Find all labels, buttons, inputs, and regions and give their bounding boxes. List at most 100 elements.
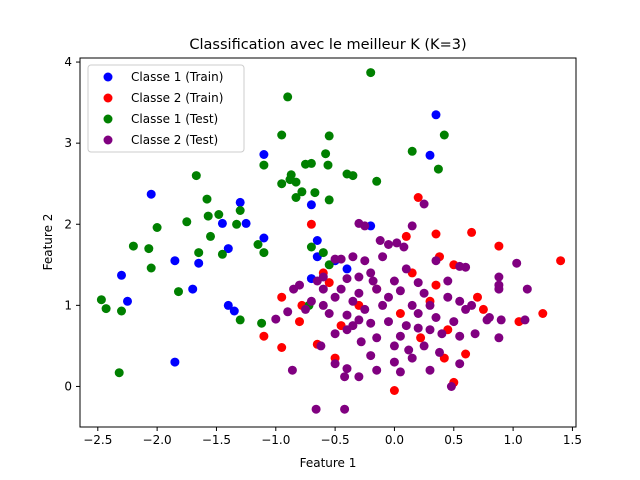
data-point	[301, 159, 310, 169]
x-tick-label: −2.0	[143, 433, 172, 447]
x-axis-label: Feature 1	[300, 456, 357, 470]
data-point	[188, 284, 198, 294]
data-point	[389, 341, 399, 351]
legend-marker	[103, 114, 113, 124]
x-tick-label: −1.5	[202, 433, 231, 447]
data-point	[375, 236, 385, 245]
series-4	[271, 199, 532, 414]
data-point	[297, 187, 307, 197]
data-point	[425, 325, 435, 335]
data-point	[538, 309, 548, 318]
data-point	[318, 248, 328, 258]
data-point	[101, 304, 111, 314]
data-point	[259, 150, 269, 159]
data-point	[310, 188, 320, 198]
data-point	[318, 300, 328, 310]
data-point	[354, 315, 364, 325]
data-point	[214, 210, 224, 219]
data-point	[461, 349, 471, 359]
data-point	[202, 194, 212, 204]
data-point	[431, 229, 441, 239]
x-tick-label: 0.0	[385, 433, 404, 447]
data-point	[407, 353, 417, 363]
data-point	[389, 357, 399, 367]
data-point	[401, 321, 411, 331]
data-point	[174, 287, 183, 297]
data-point	[443, 276, 453, 286]
data-point	[114, 368, 124, 378]
data-point	[446, 382, 456, 391]
data-point	[494, 241, 504, 251]
data-point	[117, 270, 126, 280]
x-axis: −2.5 −2.0 −1.5 −1.0 −0.5 0.0 0.5 1.0 1.5	[83, 427, 582, 447]
x-tick-label: 1.5	[563, 433, 582, 447]
data-point	[395, 309, 405, 318]
data-point	[283, 307, 293, 317]
data-point	[419, 199, 429, 209]
data-point	[330, 329, 340, 339]
data-point	[340, 404, 350, 414]
data-point	[360, 221, 370, 231]
data-point	[461, 304, 471, 314]
legend-marker	[103, 93, 113, 103]
data-point	[431, 280, 441, 290]
data-point	[496, 315, 506, 325]
data-point	[482, 315, 492, 325]
data-point	[368, 276, 378, 286]
data-point	[401, 231, 411, 241]
data-point	[277, 292, 287, 302]
data-point	[277, 179, 287, 189]
legend-marker	[103, 72, 113, 82]
data-point	[340, 372, 350, 382]
data-point	[389, 276, 399, 286]
data-point	[271, 314, 281, 324]
data-point	[478, 304, 488, 314]
data-point	[311, 404, 321, 414]
data-point	[494, 333, 504, 343]
data-point	[306, 242, 316, 252]
data-point	[241, 218, 251, 228]
data-point	[384, 240, 393, 249]
y-tick-label: 4	[64, 55, 72, 69]
series-1	[117, 110, 441, 367]
y-tick-label: 3	[64, 136, 72, 150]
data-point	[321, 149, 331, 159]
data-point	[324, 260, 334, 270]
data-point	[123, 296, 132, 306]
legend-label: Classe 2 (Train)	[131, 91, 223, 105]
y-tick-label: 2	[64, 217, 72, 231]
data-point	[366, 351, 376, 361]
data-point	[378, 252, 388, 262]
data-point	[348, 171, 358, 181]
data-point	[277, 343, 287, 352]
data-point	[342, 274, 352, 284]
data-point	[384, 292, 393, 302]
data-point	[330, 359, 340, 369]
legend-label: Classe 1 (Test)	[131, 112, 218, 126]
data-point	[384, 317, 393, 327]
data-point	[217, 218, 227, 228]
data-point	[289, 284, 299, 294]
data-point	[455, 296, 465, 306]
data-point	[512, 258, 522, 268]
data-point	[318, 284, 328, 294]
data-point	[494, 272, 504, 282]
data-point	[455, 359, 465, 369]
data-point	[455, 331, 465, 341]
x-tick-label: 0.5	[444, 433, 463, 447]
data-point	[348, 321, 358, 331]
data-point	[336, 284, 346, 294]
data-point	[146, 263, 156, 273]
data-point	[287, 365, 297, 375]
data-point	[407, 146, 417, 156]
data-point	[342, 264, 352, 274]
data-point	[330, 254, 340, 264]
data-point	[170, 357, 180, 367]
data-point	[259, 331, 269, 341]
data-point	[419, 288, 429, 298]
data-point	[354, 372, 364, 382]
x-tick-label: −0.5	[321, 433, 350, 447]
data-point	[461, 262, 471, 272]
legend-label: Classe 1 (Train)	[131, 70, 223, 84]
data-point	[401, 264, 411, 274]
